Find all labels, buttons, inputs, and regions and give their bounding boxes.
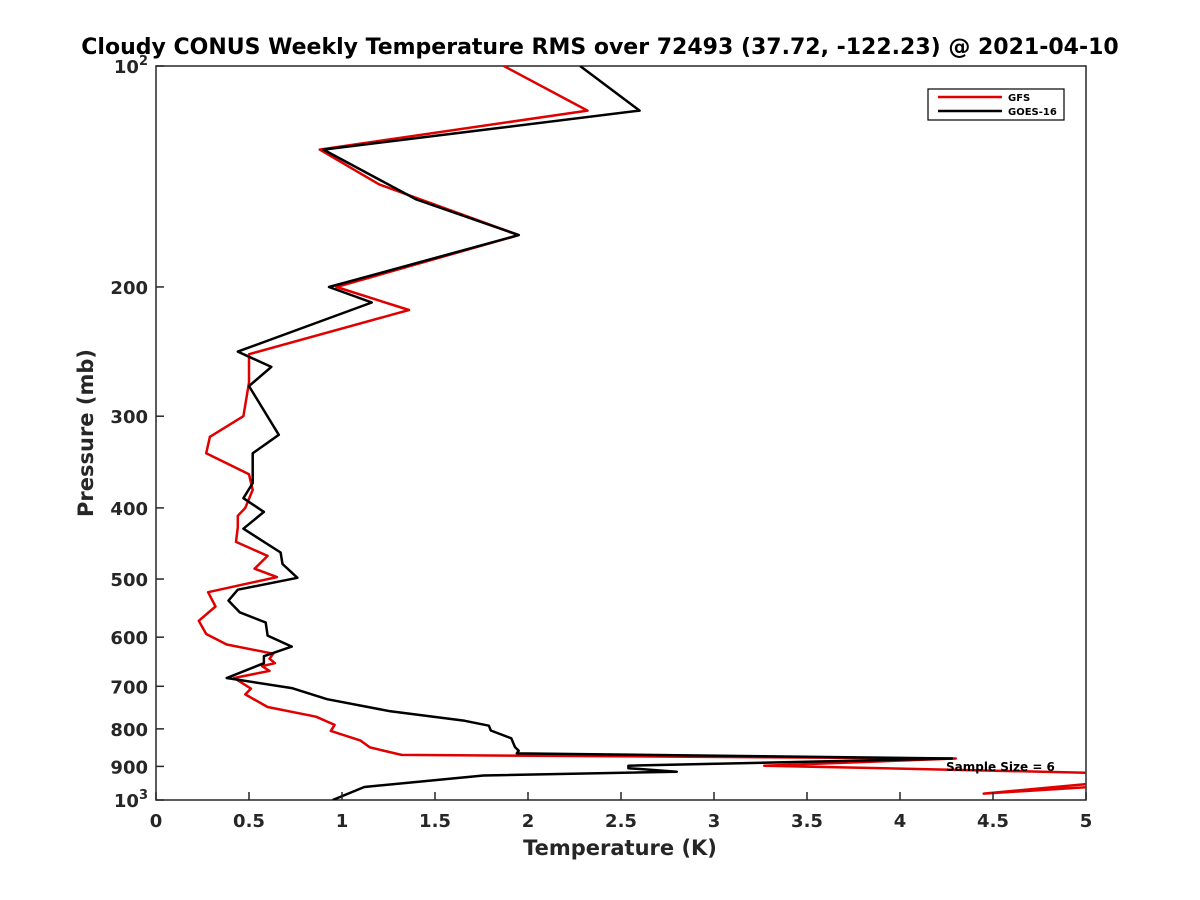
y-tick-label: 800 (110, 720, 148, 741)
x-tick-label: 0.5 (233, 811, 265, 832)
y-tick-label: 102 (114, 54, 148, 78)
y-tick-label: 600 (110, 628, 148, 649)
legend-box (927, 88, 1065, 121)
series-line-goes16 (225, 66, 954, 800)
x-tick-label: 4 (894, 811, 907, 832)
y-tick-label: 900 (110, 757, 148, 778)
y-tick-label: 700 (110, 677, 148, 698)
y-tick-label: 500 (110, 570, 148, 591)
y-tick-label: 200 (110, 278, 148, 299)
x-tick-label: 2.5 (605, 811, 637, 832)
sample-size-annotation: Sample Size = 6 (946, 760, 1055, 774)
y-tick-label: 300 (110, 407, 148, 428)
x-tick-label: 3.5 (791, 811, 823, 832)
x-tick-label: 2 (522, 811, 535, 832)
series-line-gfs (197, 66, 1086, 795)
axes-layer: 0 0.5 1 1.5 2 2.5 3 3.5 4 4.5 5 102 200 300 400 500 600 7… (110, 54, 1092, 832)
y-axis-label: Pressure (mb) (74, 349, 98, 517)
legend-label-gfs: GFS (1008, 93, 1030, 104)
chart-title: Cloudy CONUS Weekly Temperature RMS over… (81, 35, 1118, 60)
legend: GFS GOES-16 (927, 88, 1065, 121)
y-tick-label: 400 (110, 499, 148, 520)
x-axis-label: Temperature (K) (523, 836, 717, 860)
legend-label-goes16: GOES-16 (1008, 107, 1057, 118)
plot-area: 0 0.5 1 1.5 2 2.5 3 3.5 4 4.5 5 102 200 300 400 500 600 7… (110, 54, 1092, 832)
x-tick-label: 1.5 (419, 811, 451, 832)
y-tick-label: 103 (114, 788, 148, 812)
x-tick-label: 5 (1080, 811, 1093, 832)
x-tick-label: 1 (336, 811, 349, 832)
x-tick-label: 3 (708, 811, 721, 832)
series-layer (197, 66, 1086, 800)
x-tick-label: 0 (150, 811, 163, 832)
x-tick-label: 4.5 (977, 811, 1009, 832)
